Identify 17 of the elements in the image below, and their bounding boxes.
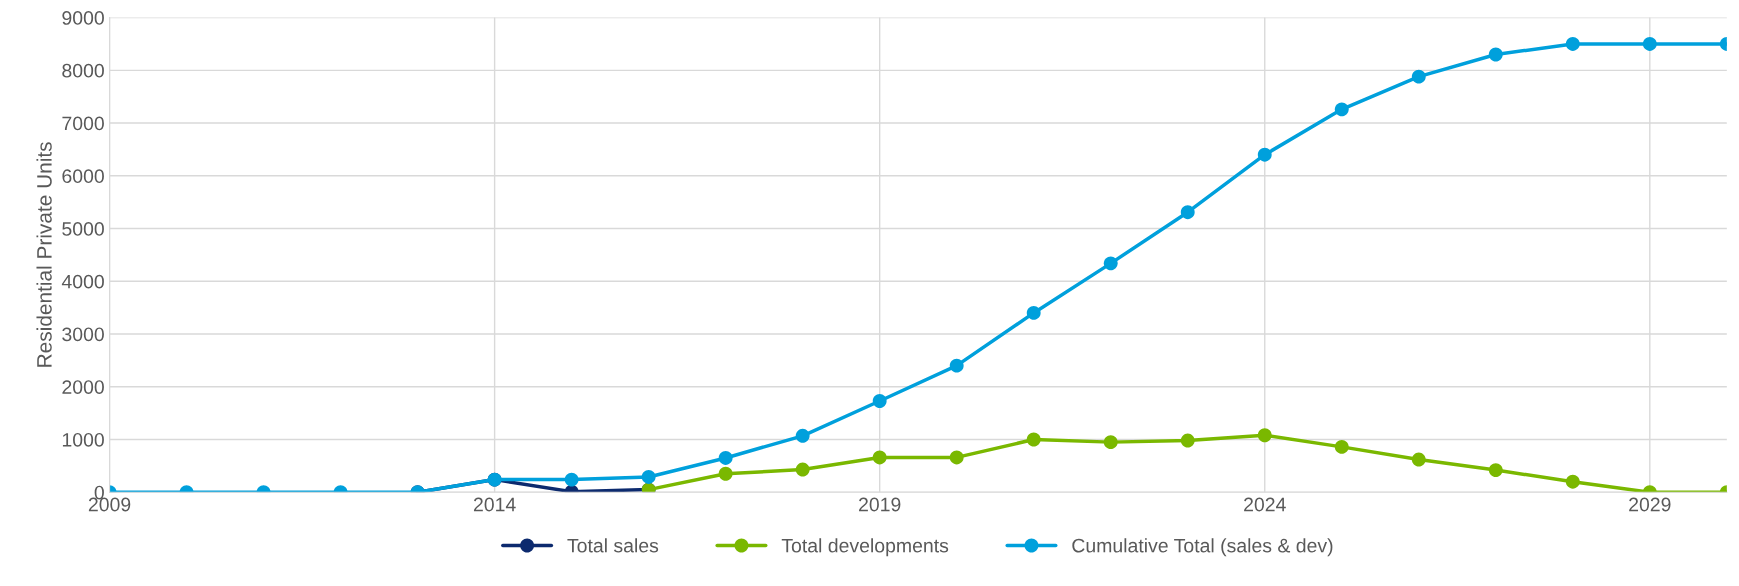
- y-tick-label: 1000: [62, 432, 104, 447]
- x-tick-label: 2029: [1629, 497, 1671, 512]
- legend-label: Total developments: [781, 538, 949, 557]
- y-tick-label: 4000: [61, 274, 104, 289]
- x-tick-label: 2014: [473, 497, 516, 512]
- y-axis-title: Residential Private Units: [36, 142, 52, 367]
- y-tick-label: 8000: [62, 63, 104, 78]
- legend-label: Cumulative Total (sales & dev): [1072, 538, 1333, 557]
- y-tick-label: 2000: [62, 380, 104, 394]
- y-tick-label: 5000: [62, 222, 104, 236]
- x-tick-label: 2019: [859, 497, 901, 512]
- y-tick-label: 3000: [62, 327, 104, 342]
- y-tick-label: 6000: [62, 169, 104, 184]
- legend-label: Total sales: [567, 538, 659, 553]
- y-tick-label: 7000: [62, 116, 104, 131]
- y-tick-label: 9000: [62, 11, 104, 25]
- x-tick-label: 2024: [1244, 497, 1286, 512]
